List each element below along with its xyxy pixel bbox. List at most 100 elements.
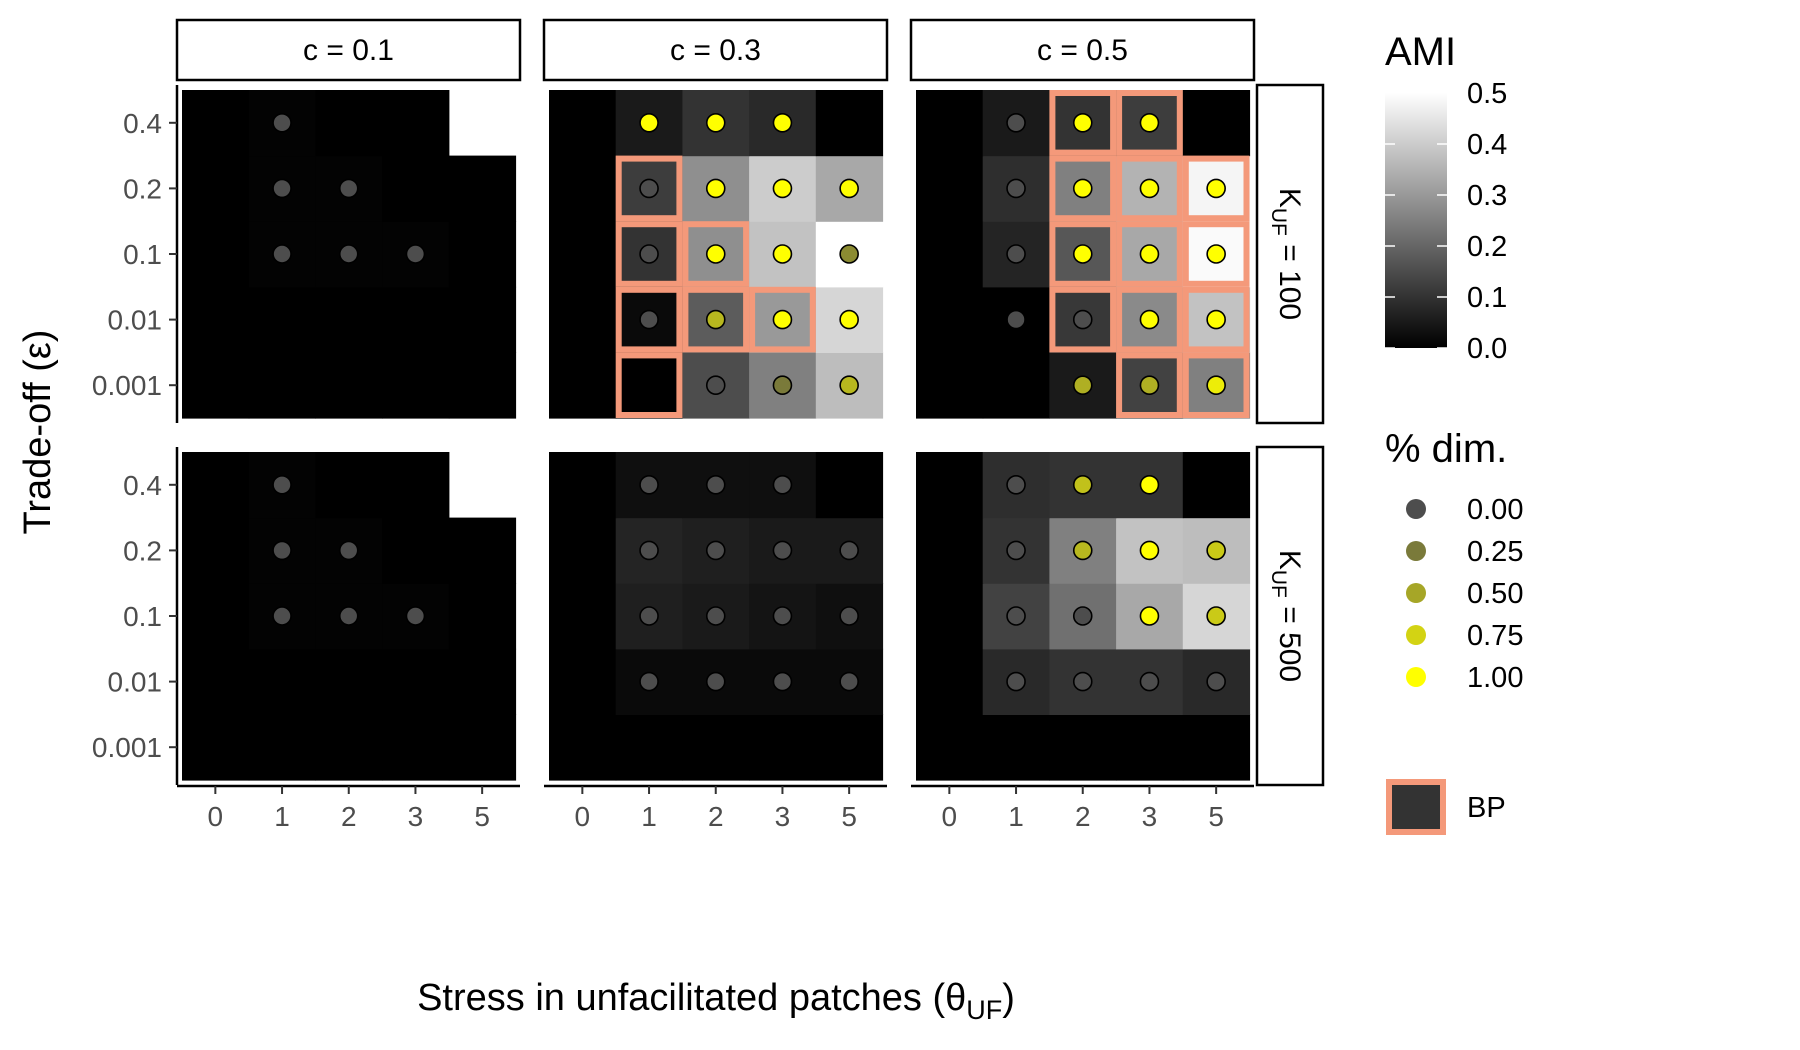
dim-point <box>1006 244 1026 264</box>
column-strip-label: c = 0.3 <box>670 34 761 67</box>
legend-dim-point <box>1406 541 1426 561</box>
dim-point <box>839 375 859 396</box>
heatmap-cell <box>448 648 517 715</box>
bp-outline <box>1116 352 1183 418</box>
dim-point <box>639 113 659 133</box>
dim-point <box>1006 540 1026 561</box>
column-strip-box <box>542 18 889 82</box>
dim-point <box>772 309 793 330</box>
dim-point <box>772 474 793 495</box>
x-tick-label: 1 <box>641 801 657 832</box>
row-strip-label: KUF = 100 <box>1267 188 1306 320</box>
dim-point <box>705 113 726 133</box>
dim-point <box>839 540 859 561</box>
dim-point <box>639 540 659 561</box>
column-strip-box <box>175 18 522 82</box>
heatmap-cell <box>182 352 250 419</box>
dim-point <box>1072 113 1093 133</box>
heatmap-cell <box>382 714 450 781</box>
dim-point <box>1006 113 1026 133</box>
dim-point <box>1006 178 1026 199</box>
legend-dim-point <box>1406 583 1426 603</box>
bp-outline <box>1182 352 1250 418</box>
heatmap-cell <box>182 714 250 781</box>
legend-ami-title: AMI <box>1385 30 1456 74</box>
heatmap-cell <box>248 714 316 781</box>
heatmap-cell <box>549 352 617 419</box>
heatmap-cell <box>982 714 1050 781</box>
dim-point <box>839 178 859 199</box>
bp-outline <box>1116 286 1183 353</box>
bp-outline <box>1116 90 1183 156</box>
x-axis-title-main: Stress in unfacilitated patches (θ <box>417 977 966 1019</box>
colorbar-tick-label: 0.1 <box>1467 282 1507 314</box>
x-tick-label: 2 <box>341 801 357 832</box>
dim-point <box>272 540 292 561</box>
heatmap-cell <box>448 517 517 584</box>
dim-point <box>405 244 426 264</box>
heatmap-cell <box>182 517 250 584</box>
dim-point <box>1072 606 1093 626</box>
x-tick-label: 5 <box>841 801 857 832</box>
x-tick-label: 3 <box>408 801 424 832</box>
x-axis-title-subscript: UF <box>966 995 1002 1025</box>
bp-outline <box>615 286 683 353</box>
heatmap-cell <box>315 286 383 353</box>
dim-point <box>639 606 659 626</box>
colorbar-tick-label: 0.4 <box>1467 129 1507 161</box>
heatmap-cell <box>182 452 250 519</box>
heatmap-cell <box>382 286 450 353</box>
dim-point <box>772 113 793 133</box>
dim-point <box>272 178 292 199</box>
colorbar-tick-label: 0.3 <box>1467 180 1507 212</box>
heatmap-cell <box>315 352 383 419</box>
heatmap-cell <box>916 286 984 353</box>
heatmap-cell <box>549 90 617 157</box>
heatmap-cell <box>982 352 1050 419</box>
heatmap-cell <box>549 155 617 222</box>
x-tick-label: 5 <box>1208 801 1224 832</box>
y-tick-label: 0.4 <box>123 470 162 501</box>
dim-point <box>1072 540 1093 561</box>
heatmap-cell <box>916 221 984 288</box>
heatmap-cell <box>549 583 617 650</box>
heatmap-cell <box>916 452 984 519</box>
dim-point <box>839 244 859 264</box>
dim-point <box>1139 113 1160 133</box>
heatmap-cell <box>815 714 884 781</box>
dim-point <box>405 606 426 626</box>
dim-point <box>839 309 859 330</box>
heatmap-cell <box>182 221 250 288</box>
dim-point <box>1006 606 1026 626</box>
heatmap-cell <box>1182 714 1251 781</box>
panels-layer <box>182 90 1251 781</box>
column-strip-label: c = 0.5 <box>1037 34 1128 67</box>
bp-outline <box>1049 221 1117 287</box>
x-tick-label: 3 <box>775 801 791 832</box>
dim-point <box>772 671 793 692</box>
dim-point <box>1006 474 1026 495</box>
dim-point <box>1139 178 1160 199</box>
heatmap-cell <box>315 648 383 715</box>
dim-point <box>1206 244 1226 264</box>
dim-point <box>705 375 726 396</box>
y-axis-title: Trade-off (ε) <box>17 330 59 535</box>
row-strip-suffix: = 500 <box>1273 598 1306 682</box>
legend-dim-label: 0.50 <box>1467 578 1523 610</box>
dim-point <box>272 244 292 264</box>
dim-point <box>772 178 793 199</box>
row-strip-prefix: K <box>1273 188 1306 208</box>
dim-point <box>772 375 793 396</box>
heatmap-cell <box>248 352 316 419</box>
row-strip-box <box>1255 445 1325 787</box>
dim-point <box>272 474 292 495</box>
row-strip-suffix: = 100 <box>1273 236 1306 320</box>
dim-point <box>839 671 859 692</box>
heatmap-cell <box>1182 452 1251 519</box>
legend-dim-label: 0.00 <box>1467 494 1523 526</box>
dim-point <box>772 244 793 264</box>
x-axis-title-tail: ) <box>1002 977 1015 1019</box>
heatmap-cell <box>182 583 250 650</box>
x-tick-label: 0 <box>942 801 958 832</box>
dim-point <box>1139 244 1160 264</box>
